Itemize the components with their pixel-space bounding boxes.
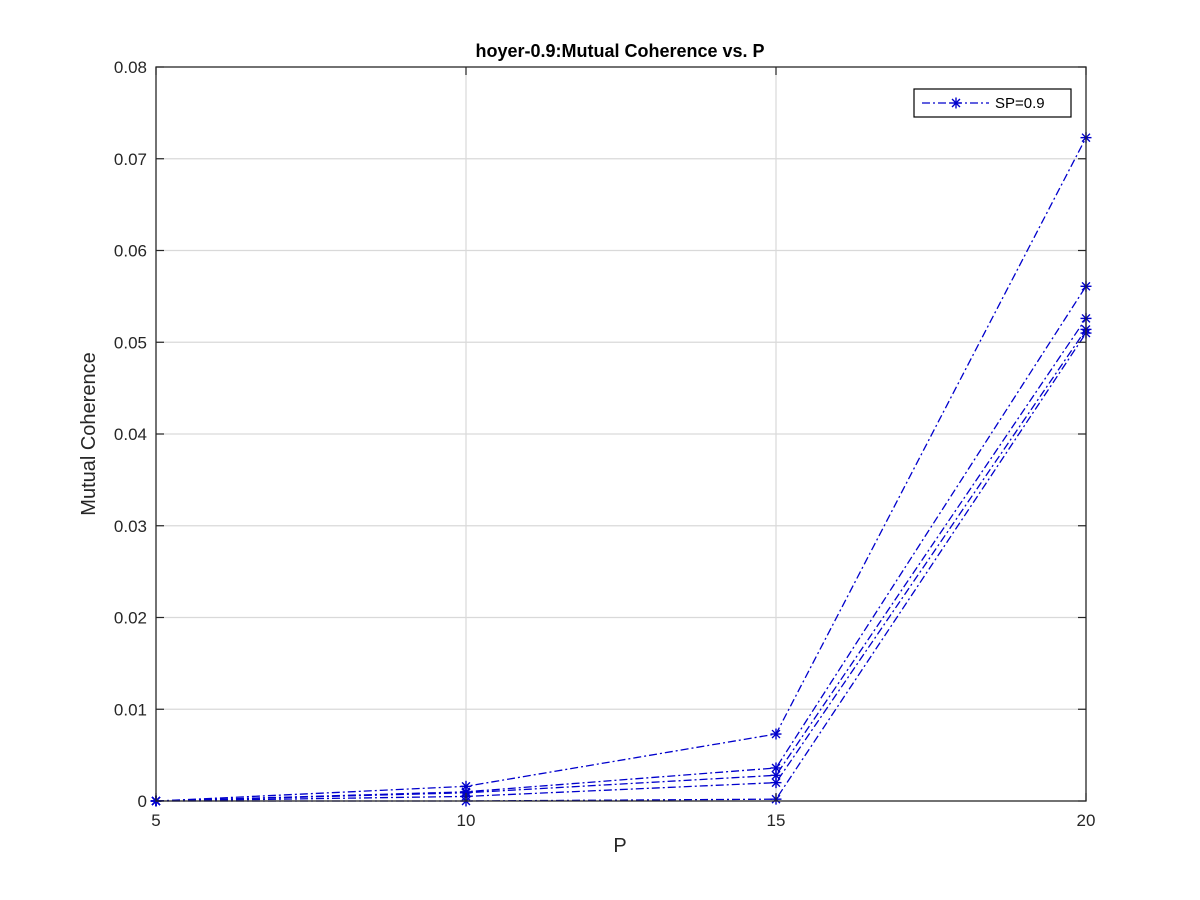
legend-box [913, 88, 1072, 118]
y-tick-label: 0.04 [114, 425, 147, 444]
y-axis-label: Mutual Coherence [78, 352, 100, 515]
grid-layer [156, 67, 1086, 801]
y-tick-label: 0.05 [114, 333, 147, 352]
series-line-2 [155, 285, 1087, 802]
series-line-3 [155, 318, 1087, 802]
series-line-1 [155, 137, 1087, 802]
x-tick-label: 15 [767, 811, 786, 830]
ticks-layer: 5 10 15 20 0 0.01 0.02 0.03 0.04 0.05 0.06 0.07 0.08 [114, 58, 1096, 830]
series-line-5 [156, 332, 1087, 802]
y-tick-label: 0 [138, 792, 147, 811]
legend-entry-label: SP=0.9 [995, 95, 1045, 112]
x-tick-label: 5 [151, 811, 160, 830]
series-layer [150, 132, 1092, 807]
y-tick-label: 0.03 [114, 517, 147, 536]
x-tick-label: 20 [1077, 811, 1096, 830]
legend-marker-star [950, 97, 962, 109]
x-axis-label: P [613, 835, 626, 857]
y-tick-label: 0.06 [114, 242, 147, 261]
chart-title: hoyer-0.9:Mutual Coherence vs. P [475, 41, 764, 61]
legend: SP=0.9 [913, 88, 1072, 118]
y-tick-label: 0.07 [114, 150, 147, 169]
x-tick-label: 10 [457, 811, 476, 830]
y-tick-label: 0.02 [114, 609, 147, 628]
legend-marker [950, 97, 962, 109]
data-point-s1-p3 [770, 728, 782, 740]
series-line-4 [155, 329, 1087, 802]
data-point-s4-p3 [770, 777, 782, 789]
y-tick-label: 0.01 [114, 700, 147, 719]
y-tick-label: 0.08 [114, 58, 147, 77]
